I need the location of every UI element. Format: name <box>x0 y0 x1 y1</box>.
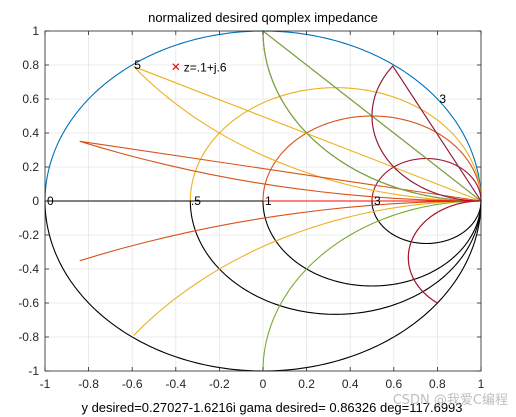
x-tick-label: 0.6 <box>385 377 402 391</box>
reactance-arc-series <box>407 200 482 304</box>
resistance-circle-series <box>189 200 482 315</box>
resistance-circle-series <box>262 200 482 287</box>
watermark: CSDN @我爱C编程 <box>393 393 508 408</box>
marker: z=.1+j.6 <box>172 61 227 75</box>
annotation-label: 0 <box>47 194 54 208</box>
annotation-label: 5 <box>134 58 141 72</box>
x-tick-label: -0.8 <box>78 377 99 391</box>
resistance-circle-series <box>371 200 482 245</box>
reactance-arc-series <box>133 66 482 202</box>
y-tick-label: -0.6 <box>18 296 39 310</box>
reactance-arc-series <box>133 200 482 336</box>
y-tick-label: -1 <box>28 364 39 378</box>
chart-title: normalized desired qomplex impedance <box>148 10 378 25</box>
y-tick-label: 0.4 <box>22 126 39 140</box>
reactance-arc-series <box>79 140 482 202</box>
y-tick-label: 0 <box>32 194 39 208</box>
annotation-label: 3 <box>439 92 446 106</box>
reactance-arc-series <box>79 200 482 262</box>
x-tick-label: -0.2 <box>209 377 230 391</box>
x-tick-label: 0.4 <box>342 377 359 391</box>
annotations: 5 3 0 .5 1 3 <box>47 58 446 208</box>
x-tick-label: 1 <box>478 377 485 391</box>
x-tick-label: 0 <box>260 377 267 391</box>
annotation-label: 3 <box>374 194 381 208</box>
x-tick-labels: -1 -0.8 -0.6 -0.4 -0.2 0 0.2 0.4 0.6 0.8 1 <box>40 377 485 391</box>
x-axis-label: y desired=0.27027-1.6216i gama desired= … <box>81 400 462 415</box>
x-tick-label: 0.2 <box>298 377 315 391</box>
x-tick-label: 0.8 <box>429 377 446 391</box>
y-tick-label: 0.2 <box>22 160 39 174</box>
y-tick-label: -0.8 <box>18 330 39 344</box>
y-tick-label: 0.8 <box>22 58 39 72</box>
y-tick-label: -0.2 <box>18 228 39 242</box>
x-tick-label: -0.6 <box>122 377 143 391</box>
x-tick-label: -1 <box>40 377 51 391</box>
y-tick-label: -0.4 <box>18 262 39 276</box>
annotation-label: .5 <box>191 194 201 208</box>
marker-label: z=.1+j.6 <box>184 61 227 75</box>
annotation-label: 1 <box>265 194 272 208</box>
y-tick-label: 0.6 <box>22 92 39 106</box>
y-tick-labels: 1 0.8 0.6 0.4 0.2 0 -0.2 -0.4 -0.6 -0.8 -1 <box>18 24 39 378</box>
ticks <box>44 30 482 372</box>
reactance-arc-series <box>262 29 482 202</box>
curves <box>44 29 482 372</box>
reactance-arc-series <box>371 65 482 202</box>
y-tick-label: 1 <box>32 24 39 38</box>
x-tick-label: -0.4 <box>165 377 186 391</box>
reactance-arc-series <box>262 200 482 372</box>
marker-x-stroke <box>172 63 180 71</box>
